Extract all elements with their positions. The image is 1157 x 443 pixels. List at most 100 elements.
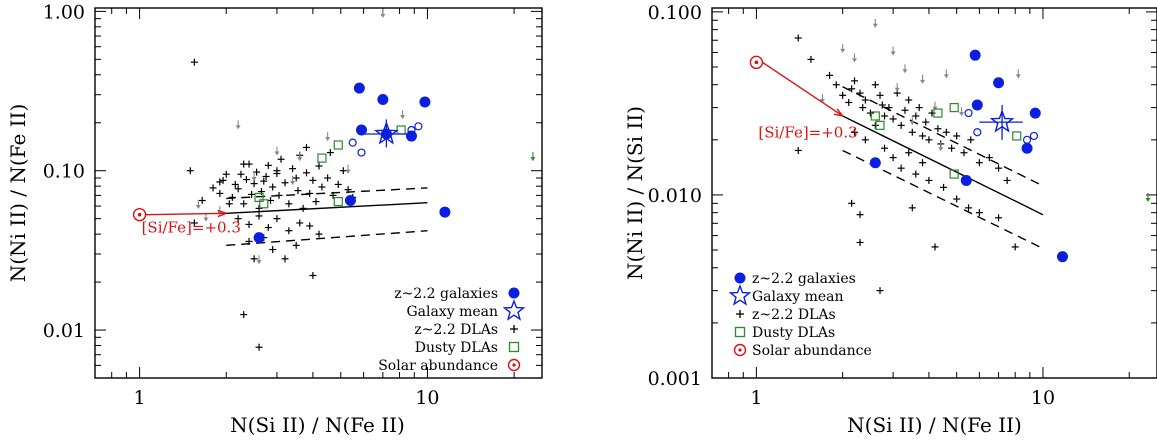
dla-point	[885, 104, 893, 112]
dla-limit-arrow-head	[325, 137, 331, 142]
dla-point	[925, 136, 933, 144]
dusty-dla-square	[317, 153, 327, 163]
dla-point	[975, 209, 983, 217]
plot-frame	[94, 7, 543, 379]
legend-label: Dusty DLAs	[752, 325, 835, 341]
dla-point	[871, 121, 879, 129]
galaxy-limit-circle	[348, 138, 357, 147]
dla-point	[309, 176, 317, 184]
dla-point	[960, 149, 968, 157]
dla-limit-arrow	[290, 175, 296, 185]
galaxy-limit	[964, 108, 973, 118]
dla-point	[1003, 176, 1011, 184]
dla-point	[953, 132, 961, 140]
y-tick-label: 0.010	[648, 185, 702, 207]
dusty-dla-limit-arrow-head	[530, 157, 536, 162]
dla-point	[209, 184, 217, 192]
dla-limit-arrow	[920, 74, 926, 84]
dla-limit-arrow-head	[920, 79, 926, 84]
dla-limit-arrow-head	[819, 99, 825, 104]
dla-point	[905, 149, 913, 157]
dla-point	[260, 177, 268, 185]
dla-point	[908, 204, 916, 212]
legend-label: z~2.2 DLAs	[752, 307, 836, 323]
legend-solar-dot	[512, 363, 516, 367]
dla-point	[326, 149, 334, 157]
dla-point	[965, 204, 973, 212]
dla-point	[245, 220, 253, 228]
legend: z~2.2 galaxies Galaxy mean z~2.2 DLAs Dusty…	[378, 286, 526, 374]
dla-point	[866, 109, 874, 117]
galaxy-point	[439, 206, 451, 218]
dla-point	[948, 144, 956, 152]
dla-point	[198, 197, 206, 205]
dla-point	[826, 71, 834, 79]
galaxy-limit	[348, 138, 357, 147]
dla-point	[876, 287, 884, 295]
dla-limit-arrow	[852, 53, 858, 63]
dusty-dla-square	[949, 169, 959, 179]
galaxy-limit-circle	[414, 122, 423, 131]
dla-point	[315, 230, 323, 238]
galaxy-limit	[414, 122, 423, 131]
galaxy-point	[1057, 251, 1069, 263]
dla-point	[315, 162, 323, 170]
y-tick-label: 1.00	[43, 1, 85, 23]
dla-point	[861, 96, 869, 104]
plot-frame	[711, 7, 1157, 379]
left-chart: 1 10 0.01 0.10 1.00 N(Si II) / N(Fe II) N(Ni I…	[6, 1, 543, 437]
galaxy-point	[969, 49, 981, 61]
galaxy-limit	[1029, 131, 1039, 141]
dla-point	[329, 191, 337, 199]
dusty-dla-square	[333, 140, 343, 150]
dla-limit-arrow-head	[345, 169, 351, 174]
dla-point	[897, 164, 905, 172]
dla-limit-arrow-head	[203, 217, 209, 222]
dla-point	[269, 183, 277, 191]
dla-limit-arrow	[890, 46, 896, 56]
dusty-dla-square	[254, 192, 264, 202]
y-axis-label: N(Ni II) / N(Fe II)	[6, 104, 30, 283]
legend-solar-dot	[738, 348, 742, 352]
dla-point	[245, 237, 253, 245]
y-tick-label: 0.10	[43, 161, 85, 183]
dla-point	[339, 167, 347, 175]
dla-point	[934, 125, 942, 133]
dla-point	[240, 160, 248, 168]
dla-limit-arrow-head	[380, 13, 386, 18]
y-tick-label: 0.100	[648, 2, 702, 24]
dla-point	[231, 180, 239, 188]
dla-point	[190, 219, 198, 227]
fit-line	[226, 201, 428, 215]
dla-point	[985, 154, 993, 162]
dla-point	[876, 91, 884, 99]
dla-point	[240, 311, 248, 319]
galaxy-limit-circle	[407, 125, 416, 135]
legend-galaxy-marker	[734, 272, 746, 284]
dla-point	[186, 167, 194, 175]
dla-point	[861, 136, 869, 144]
dla-point	[292, 174, 300, 182]
dla-limit-arrow-head	[840, 48, 846, 53]
legend-label: Solar abundance	[752, 343, 872, 359]
dusty-dla-square	[949, 102, 959, 113]
dla-point	[240, 200, 248, 208]
dla-point	[856, 89, 864, 97]
dla-point	[264, 161, 272, 169]
dla-point	[794, 34, 802, 42]
dla-point	[228, 193, 236, 201]
dusty-dla-limit-arrow-head	[1145, 198, 1151, 203]
dla-point	[942, 128, 950, 136]
galaxy-point	[419, 96, 431, 108]
x-axis-label: N(Si II) / N(Fe II)	[230, 413, 405, 437]
dla-point	[294, 187, 302, 195]
dla-limit-arrow	[872, 18, 878, 28]
dla-point	[905, 96, 913, 104]
dusty-dla-limit-arrow	[1145, 193, 1151, 203]
legend-label: Solar abundance	[378, 358, 498, 374]
dla-point	[889, 154, 897, 162]
dla-point	[1011, 243, 1019, 251]
si-fe-arrow	[762, 61, 844, 117]
legend-label: z~2.2 galaxies	[394, 286, 498, 302]
dla-point	[953, 195, 961, 203]
